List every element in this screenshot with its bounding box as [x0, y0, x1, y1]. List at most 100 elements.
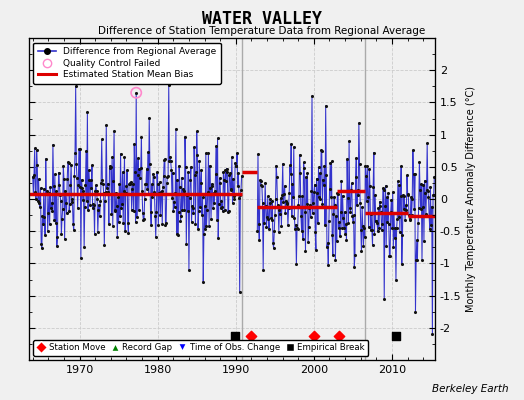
Point — [408, 196, 417, 202]
Point — [182, 241, 191, 247]
Point — [310, 188, 318, 195]
Point — [320, 163, 329, 170]
Point — [375, 224, 383, 231]
Point — [108, 154, 116, 160]
Point — [349, 219, 357, 225]
Point — [68, 196, 77, 202]
Point — [403, 191, 412, 198]
Point — [191, 221, 200, 228]
Point — [110, 128, 118, 134]
Point — [371, 192, 379, 198]
Point — [393, 216, 401, 222]
Point — [54, 191, 62, 197]
Point — [293, 225, 301, 231]
Point — [282, 198, 290, 204]
Point — [316, 196, 325, 202]
Point — [215, 175, 224, 181]
Point — [333, 190, 342, 196]
Point — [319, 176, 328, 183]
Point — [392, 225, 401, 232]
Point — [71, 150, 79, 156]
Point — [205, 162, 214, 169]
Point — [302, 174, 310, 180]
Point — [103, 180, 112, 187]
Point — [74, 182, 82, 188]
Point — [423, 140, 431, 147]
Point — [219, 169, 227, 175]
Point — [391, 332, 400, 339]
Point — [396, 229, 404, 235]
Point — [257, 182, 266, 188]
Point — [135, 207, 143, 213]
Point — [232, 163, 241, 170]
Point — [254, 151, 262, 158]
Point — [84, 206, 92, 213]
Point — [288, 181, 297, 187]
Point — [260, 204, 268, 210]
Point — [216, 205, 225, 211]
Point — [428, 203, 436, 210]
Legend: Station Move, Record Gap, Time of Obs. Change, Empirical Break: Station Move, Record Gap, Time of Obs. C… — [33, 340, 368, 356]
Point — [116, 150, 125, 157]
Point — [73, 175, 81, 182]
Point — [189, 210, 198, 216]
Point — [335, 219, 344, 226]
Point — [417, 181, 425, 187]
Point — [52, 188, 60, 195]
Point — [399, 192, 407, 198]
Point — [181, 164, 190, 170]
Point — [83, 197, 91, 204]
Point — [322, 172, 331, 178]
Point — [411, 308, 420, 315]
Point — [272, 174, 281, 180]
Point — [106, 164, 115, 170]
Point — [66, 200, 74, 207]
Point — [294, 202, 302, 208]
Point — [256, 177, 264, 184]
Point — [352, 174, 360, 180]
Point — [167, 167, 176, 173]
Point — [37, 241, 46, 248]
Point — [425, 226, 434, 232]
Point — [178, 174, 186, 181]
Point — [344, 220, 353, 226]
Point — [385, 220, 393, 227]
Point — [195, 158, 203, 164]
Point — [187, 164, 195, 170]
Point — [59, 206, 67, 212]
Point — [160, 157, 168, 164]
Point — [389, 244, 398, 250]
Point — [202, 150, 210, 156]
Point — [413, 256, 422, 263]
Point — [400, 193, 409, 200]
Point — [145, 115, 154, 122]
Point — [32, 147, 41, 154]
Point — [300, 165, 309, 171]
Point — [306, 202, 314, 208]
Point — [299, 236, 307, 242]
Point — [321, 102, 330, 109]
Point — [404, 192, 412, 198]
Point — [377, 227, 386, 234]
Point — [351, 251, 359, 258]
Point — [347, 180, 356, 186]
Point — [67, 162, 75, 168]
Point — [60, 236, 69, 242]
Point — [143, 186, 151, 192]
Point — [409, 147, 417, 153]
Point — [85, 177, 94, 183]
Point — [359, 243, 368, 249]
Point — [194, 208, 203, 214]
Point — [38, 244, 46, 251]
Point — [100, 190, 108, 196]
Point — [102, 122, 111, 128]
Point — [364, 194, 372, 201]
Point — [401, 217, 409, 223]
Point — [36, 204, 44, 210]
Point — [374, 205, 383, 211]
Point — [407, 194, 415, 200]
Point — [158, 220, 167, 227]
Point — [185, 267, 193, 273]
Point — [122, 182, 130, 189]
Point — [228, 200, 237, 207]
